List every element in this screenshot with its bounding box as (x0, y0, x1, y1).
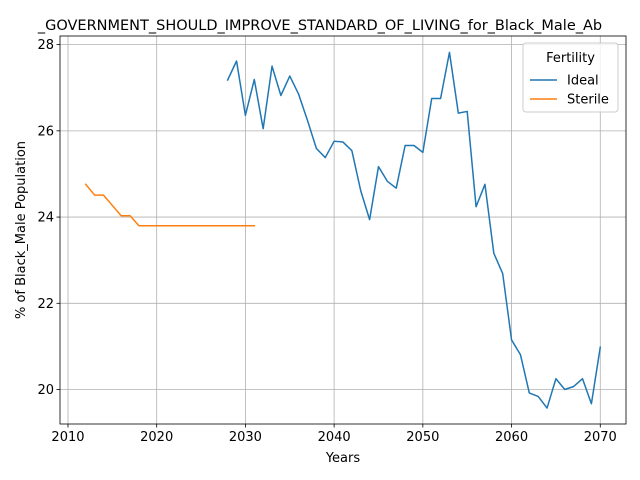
axis-ticks: 2010 2020 2030 2040 2050 2060 2070 20 22 24 26 28 (37, 38, 616, 445)
y-tick-label: 26 (37, 124, 54, 139)
grid (60, 36, 626, 424)
x-tick-label: 2060 (495, 430, 528, 445)
series-lines (84, 51, 602, 409)
y-tick-label: 22 (37, 297, 54, 312)
x-tick-label: 2070 (584, 430, 617, 445)
legend-label-sterile: Sterile (567, 93, 609, 108)
y-axis-label: % of Black_Male Population (14, 141, 29, 319)
x-tick-label: 2040 (318, 430, 351, 445)
legend: Fertility Ideal Sterile (522, 42, 619, 113)
series-line-ideal (226, 51, 602, 409)
series-line-sterile (84, 183, 256, 227)
y-tick-label: 28 (37, 38, 54, 53)
x-tick-label: 2050 (406, 430, 439, 445)
legend-label-ideal: Ideal (567, 74, 599, 89)
chart-title: _GOVERNMENT_SHOULD_IMPROVE_STANDARD_OF_L… (37, 18, 602, 34)
y-tick-label: 24 (37, 211, 54, 226)
legend-box (522, 42, 619, 113)
x-tick-label: 2030 (229, 430, 262, 445)
y-tick-label: 20 (37, 383, 54, 398)
x-tick-label: 2020 (140, 430, 173, 445)
x-tick-label: 2010 (51, 430, 84, 445)
plot-frame (59, 35, 627, 425)
x-axis-label: Years (325, 451, 361, 466)
legend-title: Fertility (546, 51, 595, 66)
